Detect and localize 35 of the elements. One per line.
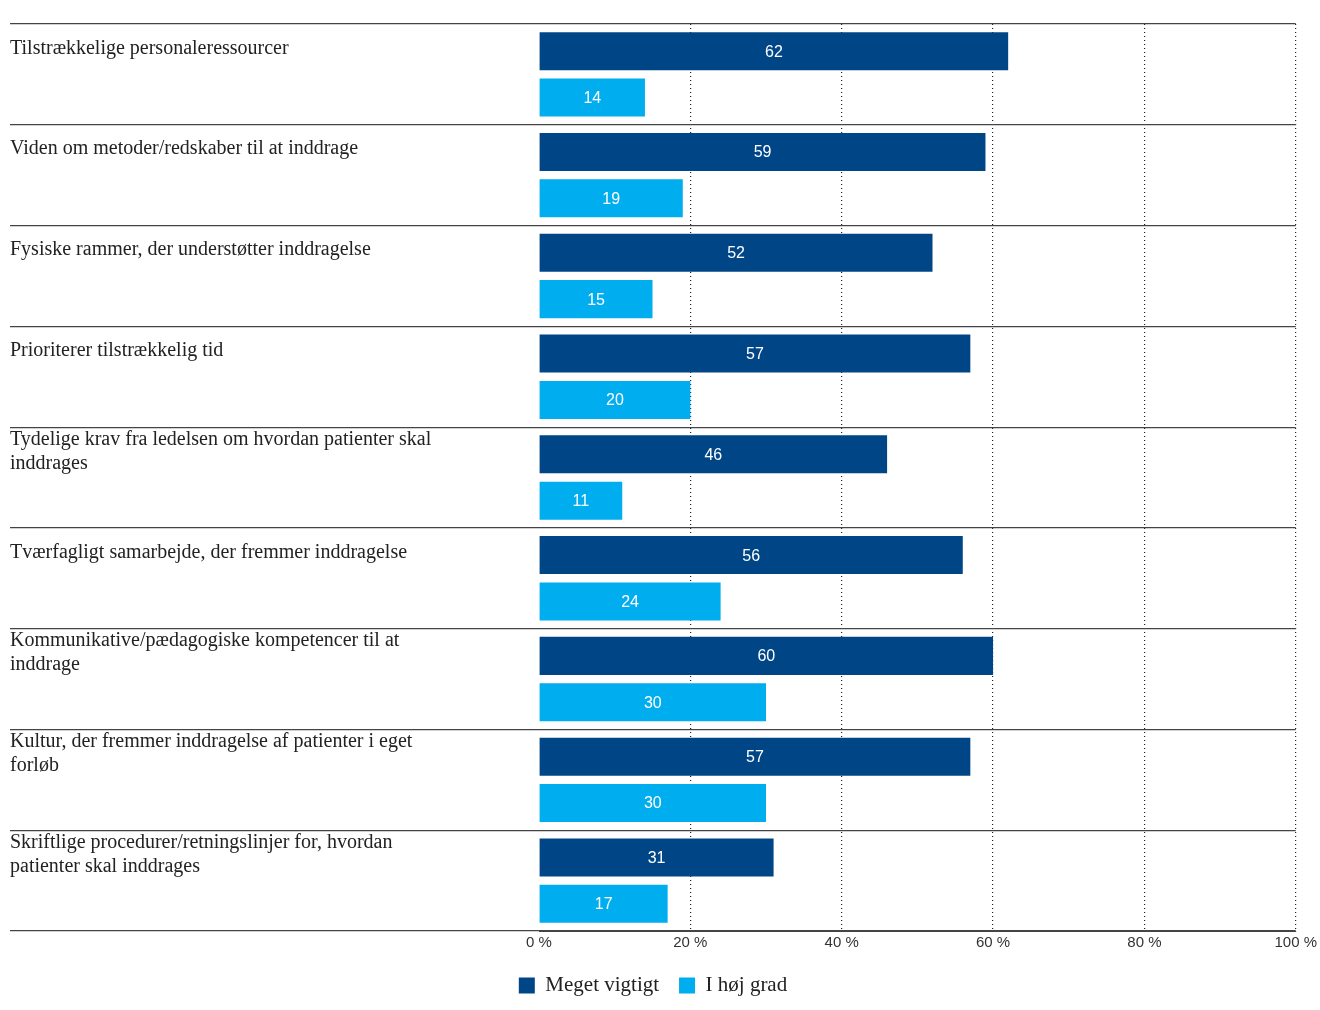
data-label: 59 bbox=[753, 143, 772, 161]
data-label: 17 bbox=[594, 895, 613, 913]
data-label: 57 bbox=[746, 344, 764, 362]
data-label: 19 bbox=[602, 189, 621, 207]
data-label: 14 bbox=[583, 88, 602, 106]
y-tick-label: Viden om metoder/redskaber til at inddrage bbox=[10, 136, 359, 160]
y-tick-label: Tværfagligt samarbejde, der fremmer inddragelse bbox=[10, 539, 408, 563]
data-label: 20 bbox=[606, 391, 624, 409]
legend-label: Meget vigtigt bbox=[545, 972, 660, 997]
y-tick-label: Kultur, der fremmer inddragelse af patienter i eget forløb bbox=[10, 729, 413, 776]
x-tick-label: 100 % bbox=[1274, 933, 1318, 951]
y-tick-label: Tydelige krav fra ledelsen om hvordan patienter skal inddrages bbox=[10, 426, 432, 474]
y-tick-label: Kommunikative/pædagogiske kompetencer til at inddrage bbox=[10, 628, 400, 676]
data-label: 62 bbox=[764, 42, 783, 60]
data-label: 56 bbox=[742, 546, 761, 564]
y-tick-label: Tilstrækkelige personaleressourcer bbox=[10, 35, 289, 59]
data-label: 11 bbox=[572, 492, 590, 510]
data-label: 60 bbox=[757, 647, 776, 665]
x-tick-label: 20 % bbox=[673, 933, 708, 951]
legend-label: I høj grad bbox=[705, 972, 788, 997]
data-label: 15 bbox=[587, 290, 606, 308]
x-tick-label: 80 % bbox=[1127, 933, 1162, 951]
data-label: 52 bbox=[727, 244, 746, 262]
y-tick-label: Fysiske rammer, der understøtter inddragelse bbox=[10, 237, 371, 261]
data-label: 30 bbox=[643, 693, 662, 711]
y-tick-label: Prioriterer tilstrækkelig tid bbox=[10, 337, 224, 361]
data-label: 31 bbox=[647, 848, 666, 866]
x-tick-label: 0 % bbox=[526, 933, 552, 951]
x-tick-label: 60 % bbox=[975, 933, 1011, 951]
x-tick-label: 40 % bbox=[824, 933, 859, 951]
data-label: 57 bbox=[746, 748, 764, 766]
y-tick-label: Skriftlige procedurer/retningslinjer for, hvordan patienter skal inddrages bbox=[10, 829, 393, 877]
data-label: 24 bbox=[621, 592, 640, 610]
data-label: 46 bbox=[704, 445, 723, 463]
data-label: 30 bbox=[643, 794, 662, 812]
